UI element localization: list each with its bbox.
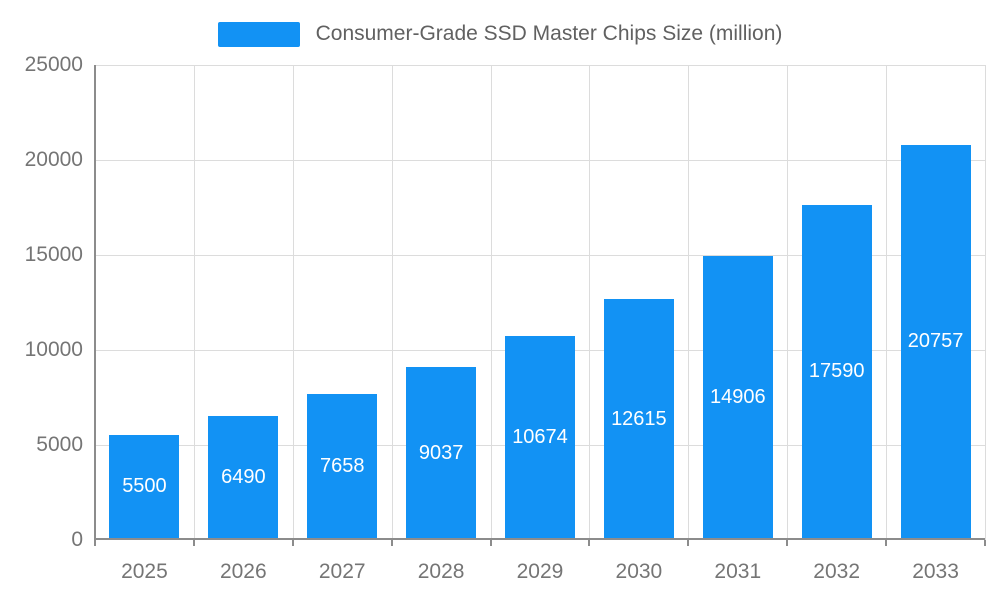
x-tick-label: 2033 [912,560,959,583]
x-tick-label: 2029 [516,560,564,583]
y-tick-label: 15000 [24,243,83,266]
x-axis-line [94,538,985,540]
plot-area: 5500 2025 6490 2026 7658 2027 9037 2028 10674 202… [94,65,986,583]
gridline-vertical [787,65,789,540]
x-axis-tick-mark [489,540,492,546]
legend-swatch-icon [217,21,300,47]
bar[interactable]: 20757 [900,144,971,539]
x-tick-label: 2031 [714,560,762,583]
bar-value-label: 7658 [319,454,365,477]
y-tick-label: 20000 [24,148,83,171]
gridline-vertical [292,65,294,540]
bar-value-label: 17590 [808,360,865,383]
y-axis-line [94,65,96,540]
x-axis-tick-mark [291,540,294,546]
y-tick-label: 10000 [24,338,83,361]
bar[interactable]: 14906 [702,255,773,539]
y-tick-label: 25000 [24,53,83,76]
gridline-vertical [886,65,888,540]
x-axis-tick-mark [885,540,888,546]
bar-value-label: 9037 [418,441,464,464]
gridline-horizontal [95,65,985,66]
x-tick-label: 2030 [615,560,663,583]
chart-title: Consumer-Grade SSD Master Chips Size (mi… [315,22,783,45]
x-tick-label: 2032 [813,560,861,583]
bar[interactable]: 7658 [307,393,378,539]
bar[interactable]: 12615 [603,299,674,539]
y-tick-label: 5000 [36,433,83,456]
x-tick-label: 2026 [219,560,267,583]
gridline-vertical [589,65,591,540]
bar[interactable]: 6490 [208,415,279,539]
chart-legend[interactable]: Consumer-Grade SSD Master Chips Size (mi… [0,20,1000,48]
bar-value-label: 10674 [512,426,568,449]
x-axis-tick-mark [588,540,591,546]
bar-value-label: 6490 [221,465,266,488]
x-axis-tick-mark [192,540,195,546]
x-axis-tick-mark [390,540,393,546]
x-tick-label: 2028 [417,560,465,583]
bar-value-label: 5500 [122,475,167,498]
x-axis-tick-mark [687,540,690,546]
bar-value-label: 12615 [611,407,667,430]
x-tick-label: 2027 [318,560,366,583]
bar-value-label: 14906 [709,385,766,408]
gridline-vertical [193,65,195,540]
gridline-vertical [391,65,393,540]
bar[interactable]: 10674 [505,336,575,539]
gridline-vertical [490,65,492,540]
bar[interactable]: 5500 [109,434,180,539]
x-axis-tick-mark [786,540,789,546]
bar-value-label: 20757 [907,330,964,353]
x-axis-tick-mark [94,540,96,546]
gridline-vertical [688,65,690,540]
x-tick-label: 2025 [121,560,168,583]
gridline-vertical [985,65,986,540]
gridline-horizontal [95,160,985,161]
gridline-horizontal [95,255,985,256]
bar[interactable]: 9037 [406,367,477,539]
y-tick-label: 0 [71,528,83,551]
bar[interactable]: 17590 [801,204,872,539]
x-axis-tick-mark [984,540,986,546]
